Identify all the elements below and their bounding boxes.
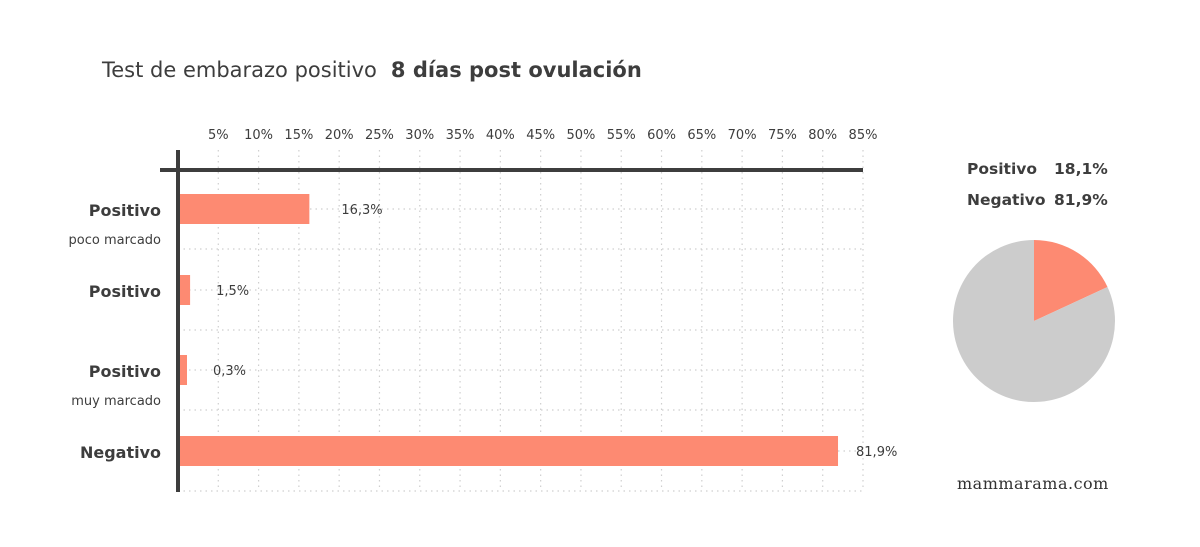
site-watermark: mammarama.com: [957, 474, 1109, 493]
title-main: Test de embarazo positivo: [102, 58, 377, 82]
x-tick-label: 50%: [566, 128, 595, 143]
x-tick-label: 65%: [687, 128, 716, 143]
x-tick-label: 55%: [607, 128, 636, 143]
x-tick-label: 35%: [446, 128, 475, 143]
pie-legend-positive: Positivo 18,1%: [967, 160, 1108, 178]
bar-value-label: 81,9%: [856, 445, 897, 460]
x-tick-label: 75%: [768, 128, 797, 143]
x-tick-label: 25%: [365, 128, 394, 143]
x-tick-label: 45%: [526, 128, 555, 143]
pie-slice-negativo: [953, 240, 1116, 403]
bar-value-label: 0,3%: [213, 364, 246, 379]
bar-value-label: 1,5%: [216, 284, 249, 299]
x-tick-label: 5%: [208, 128, 229, 143]
x-tick-label: 60%: [647, 128, 676, 143]
pie-slice-positivo: [1034, 240, 1108, 321]
x-tick-label: 15%: [284, 128, 313, 143]
category-sublabel: muy marcado: [71, 394, 161, 409]
x-tick-label: 20%: [325, 128, 354, 143]
category-label: Positivo: [89, 282, 161, 301]
bar: [180, 194, 310, 224]
x-tick-label: 30%: [405, 128, 434, 143]
x-tick-label: 70%: [728, 128, 757, 143]
bar-value-label: 16,3%: [341, 203, 382, 218]
category-label: Negativo: [80, 443, 161, 462]
chart-title: Test de embarazo positivo 8 días post ovu…: [102, 58, 642, 82]
x-tick-label: 10%: [244, 128, 273, 143]
bar: [180, 275, 191, 305]
x-tick-label: 85%: [849, 128, 878, 143]
pie-legend-negative: Negativo 81,9%: [967, 191, 1108, 209]
legend-label: Negativo: [967, 191, 1046, 209]
x-tick-label: 40%: [486, 128, 515, 143]
legend-value: 18,1%: [1054, 160, 1108, 178]
x-tick-label: 80%: [808, 128, 837, 143]
bar: [180, 355, 187, 385]
title-highlight: 8 días post ovulación: [390, 58, 642, 82]
category-label: Positivo: [89, 362, 161, 381]
category-sublabel: poco marcado: [69, 233, 161, 248]
category-label: Positivo: [89, 201, 161, 220]
legend-label: Positivo: [967, 160, 1038, 178]
legend-value: 81,9%: [1054, 191, 1108, 209]
bar: [180, 436, 839, 466]
